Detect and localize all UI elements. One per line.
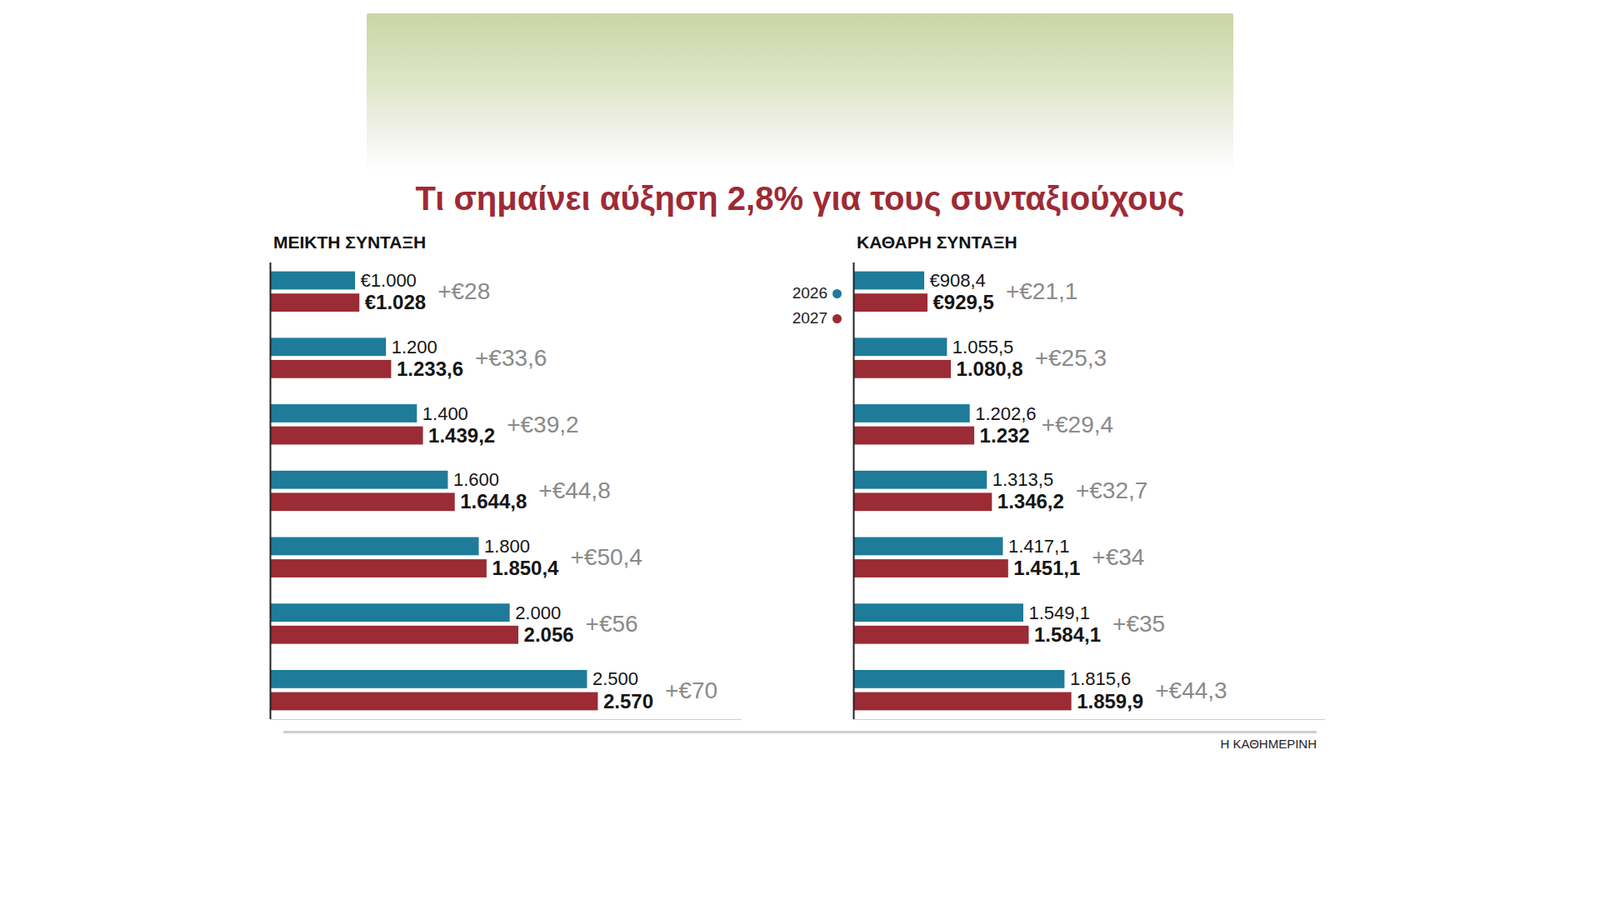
svg-text:€908,4: €908,4 — [930, 270, 986, 291]
svg-text:1.584,1: 1.584,1 — [1034, 623, 1101, 646]
html-text:Τι σημαίνει αύξηση 2,8% για το: Τι σημαίνει αύξηση 2,8% για τους συνταξι… — [415, 180, 1185, 217]
svg-text:1.055,5: 1.055,5 — [952, 336, 1014, 358]
svg-text:+€44,3: +€44,3 — [1155, 677, 1227, 704]
svg-text:+€33,6: +€33,6 — [475, 345, 547, 371]
svg-text:+€28: +€28 — [437, 278, 490, 305]
svg-text:1.233,6: 1.233,6 — [396, 357, 464, 380]
svg-text:1.600: 1.600 — [453, 469, 500, 490]
svg-text:1.439,2: 1.439,2 — [428, 424, 495, 447]
svg-text:1.800: 1.800 — [484, 535, 530, 557]
svg-text:2.500: 2.500 — [592, 668, 639, 690]
svg-text:+€32,7: +€32,7 — [1075, 477, 1148, 504]
svg-text:1.549,1: 1.549,1 — [1028, 602, 1090, 624]
svg-text:+€21,1: +€21,1 — [1005, 278, 1078, 305]
svg-text:+€29,4: +€29,4 — [1041, 411, 1114, 438]
svg-text:1.313,5: 1.313,5 — [992, 469, 1054, 490]
svg-text:2.000: 2.000 — [515, 602, 561, 624]
svg-text:1.202,6: 1.202,6 — [975, 403, 1036, 425]
svg-text:1.815,6: 1.815,6 — [1070, 668, 1131, 690]
svg-text:€1.000: €1.000 — [360, 270, 417, 291]
svg-text:1.859,9: 1.859,9 — [1076, 690, 1144, 713]
html-text:Η ΚΑΘΗΜΕΡΙΝΗ: Η ΚΑΘΗΜΕΡΙΝΗ — [1220, 736, 1317, 751]
svg-text:1.417,1: 1.417,1 — [1008, 535, 1070, 557]
svg-text:€1.028: €1.028 — [365, 290, 426, 314]
svg-text:1.200: 1.200 — [391, 336, 438, 358]
svg-text:1.451,1: 1.451,1 — [1013, 556, 1080, 580]
svg-text:+€44,8: +€44,8 — [538, 477, 610, 504]
svg-text:+€50,4: +€50,4 — [570, 544, 642, 570]
html-text:ΜΕΙΚΤΗ ΣΥΝΤΑΞΗ: ΜΕΙΚΤΗ ΣΥΝΤΑΞΗ — [273, 232, 426, 252]
svg-text:+€34: +€34 — [1091, 544, 1145, 570]
svg-text:2.570: 2.570 — [603, 690, 654, 713]
html-text:2026: 2026 — [792, 284, 828, 302]
svg-text:+€70: +€70 — [665, 677, 718, 704]
html-text:2027: 2027 — [792, 309, 828, 327]
svg-text:1.850,4: 1.850,4 — [491, 556, 560, 580]
svg-text:+€35: +€35 — [1112, 610, 1165, 637]
svg-text:+€25,3: +€25,3 — [1035, 345, 1107, 371]
svg-text:1.346,2: 1.346,2 — [997, 490, 1065, 513]
svg-text:+€56: +€56 — [585, 610, 639, 637]
svg-text:1.232: 1.232 — [980, 424, 1030, 447]
svg-text:1.644,8: 1.644,8 — [460, 490, 527, 513]
svg-text:€929,5: €929,5 — [932, 290, 994, 314]
svg-text:1.080,8: 1.080,8 — [956, 357, 1024, 380]
svg-text:1.400: 1.400 — [422, 403, 469, 425]
svg-text:+€39,2: +€39,2 — [506, 411, 579, 438]
svg-text:2.056: 2.056 — [524, 623, 575, 646]
html-text:ΚΑΘΑΡΗ ΣΥΝΤΑΞΗ: ΚΑΘΑΡΗ ΣΥΝΤΑΞΗ — [856, 232, 1018, 252]
